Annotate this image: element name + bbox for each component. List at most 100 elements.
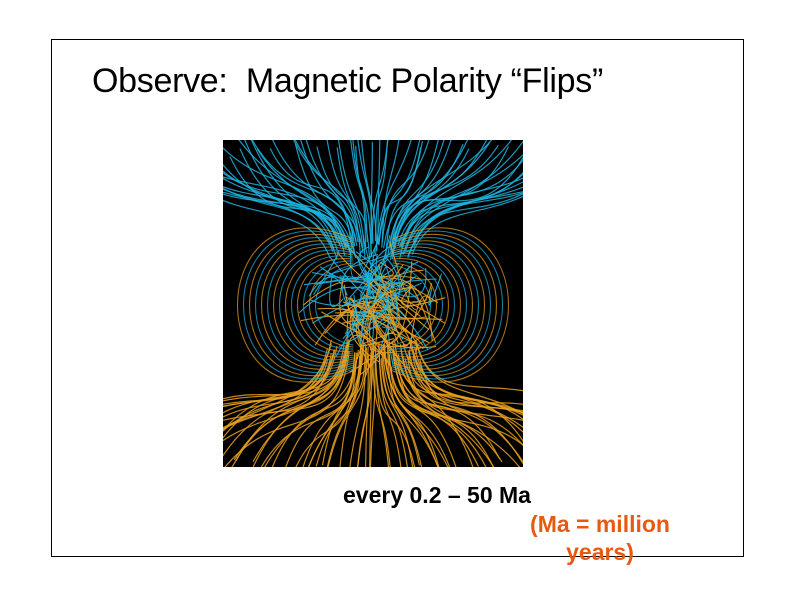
lower-field-line: [369, 358, 376, 467]
left-loop-line: [267, 243, 354, 367]
lower-field-line: [252, 351, 349, 467]
upper-field-line: [305, 140, 359, 242]
lower-field-line: [395, 357, 523, 464]
core-field-line: [343, 284, 408, 348]
lower-field-line: [394, 341, 474, 467]
lower-field-line: [382, 351, 439, 467]
lower-field-line: [365, 354, 369, 467]
upper-field-line: [370, 141, 373, 256]
core-field-line: [350, 278, 437, 290]
core-field-line: [366, 275, 421, 358]
lower-field-line: [381, 344, 414, 467]
core-field-line: [364, 300, 411, 329]
upper-field-line: [357, 140, 374, 244]
lower-field-line: [386, 343, 420, 466]
upper-field-line: [316, 146, 364, 249]
lower-field-line: [412, 357, 523, 405]
lower-field-line: [371, 345, 391, 467]
core-field-line: [338, 256, 401, 347]
ma-definition-note: (Ma = million years): [530, 511, 670, 565]
core-field-line: [400, 281, 437, 344]
right-loop-line: [392, 252, 461, 358]
left-loop-line: [255, 237, 354, 373]
lower-field-line: [326, 345, 362, 467]
core-field-line: [308, 276, 348, 297]
core-field-line: [312, 251, 380, 281]
upper-field-line: [355, 145, 367, 248]
lower-field-line: [339, 344, 367, 467]
core-field-line: [329, 273, 344, 307]
core-field-line: [342, 304, 378, 380]
core-field-line: [339, 236, 371, 339]
upper-field-line: [378, 140, 421, 246]
upper-field-line: [223, 186, 338, 251]
left-loop-line: [248, 233, 354, 377]
lower-field-line: [315, 350, 363, 467]
core-field-line: [390, 261, 413, 344]
core-field-line: [341, 319, 364, 327]
core-field-line: [381, 258, 398, 329]
lower-field-line: [415, 340, 523, 415]
upper-field-line: [272, 140, 357, 242]
left-loop-line: [237, 227, 354, 383]
core-field-line: [380, 313, 430, 343]
upper-field-line: [326, 140, 362, 259]
core-field-line: [343, 246, 397, 306]
upper-field-line: [250, 140, 352, 258]
upper-field-line: [399, 153, 523, 248]
lower-field-line: [402, 355, 523, 447]
core-field-line: [314, 310, 355, 346]
core-field-line: [345, 296, 395, 309]
core-field-line: [390, 283, 439, 309]
upper-field-line: [238, 140, 352, 254]
core-field-line: [353, 265, 396, 325]
core-field-line: [359, 246, 376, 345]
lower-field-line: [406, 354, 523, 446]
upper-field-line: [375, 140, 412, 256]
lower-field-line: [392, 351, 503, 463]
left-loop-line: [290, 255, 354, 355]
lower-field-line: [369, 347, 372, 467]
field-lines-graphic: [223, 140, 523, 467]
lower-field-line: [378, 343, 408, 467]
slide-title: Observe: Magnetic Polarity “Flips”: [92, 62, 603, 100]
upper-field-line: [381, 140, 400, 243]
upper-field-line: [406, 177, 523, 246]
left-loop-line: [279, 249, 354, 361]
core-field-line: [313, 250, 340, 295]
core-field-line: [408, 295, 432, 360]
left-loop-line: [272, 246, 354, 364]
core-field-line: [317, 307, 396, 335]
upper-field-line: [377, 140, 381, 245]
upper-field-line: [405, 193, 523, 251]
left-loop-line: [308, 262, 354, 348]
core-field-line: [428, 273, 442, 306]
upper-field-line: [389, 140, 452, 249]
core-field-line: [374, 281, 430, 330]
upper-field-line: [269, 148, 352, 241]
lower-field-line: [397, 358, 494, 467]
upper-field-line: [223, 170, 344, 249]
core-field-line: [349, 282, 433, 373]
left-loop-line: [260, 240, 354, 370]
upper-field-line: [223, 188, 341, 248]
lower-field-line: [408, 352, 523, 433]
lower-field-line: [383, 343, 449, 467]
right-loop-line: [392, 233, 498, 377]
upper-field-line: [381, 140, 430, 248]
lower-field-line: [357, 352, 372, 467]
core-field-line: [374, 235, 391, 282]
reversal-frequency-caption: every 0.2 – 50 Ma: [343, 482, 531, 508]
core-field-line: [312, 296, 390, 364]
core-field-line: [347, 334, 393, 369]
right-loop-line: [392, 246, 474, 364]
lower-field-line: [388, 349, 440, 467]
right-loop-line: [392, 240, 486, 370]
lower-field-line: [397, 354, 523, 443]
right-loop-line: [392, 255, 456, 355]
left-loop-line: [285, 252, 354, 358]
upper-field-line: [397, 171, 523, 246]
upper-field-line: [294, 143, 356, 256]
right-loop-line: [392, 237, 491, 373]
upper-field-line: [374, 140, 389, 242]
